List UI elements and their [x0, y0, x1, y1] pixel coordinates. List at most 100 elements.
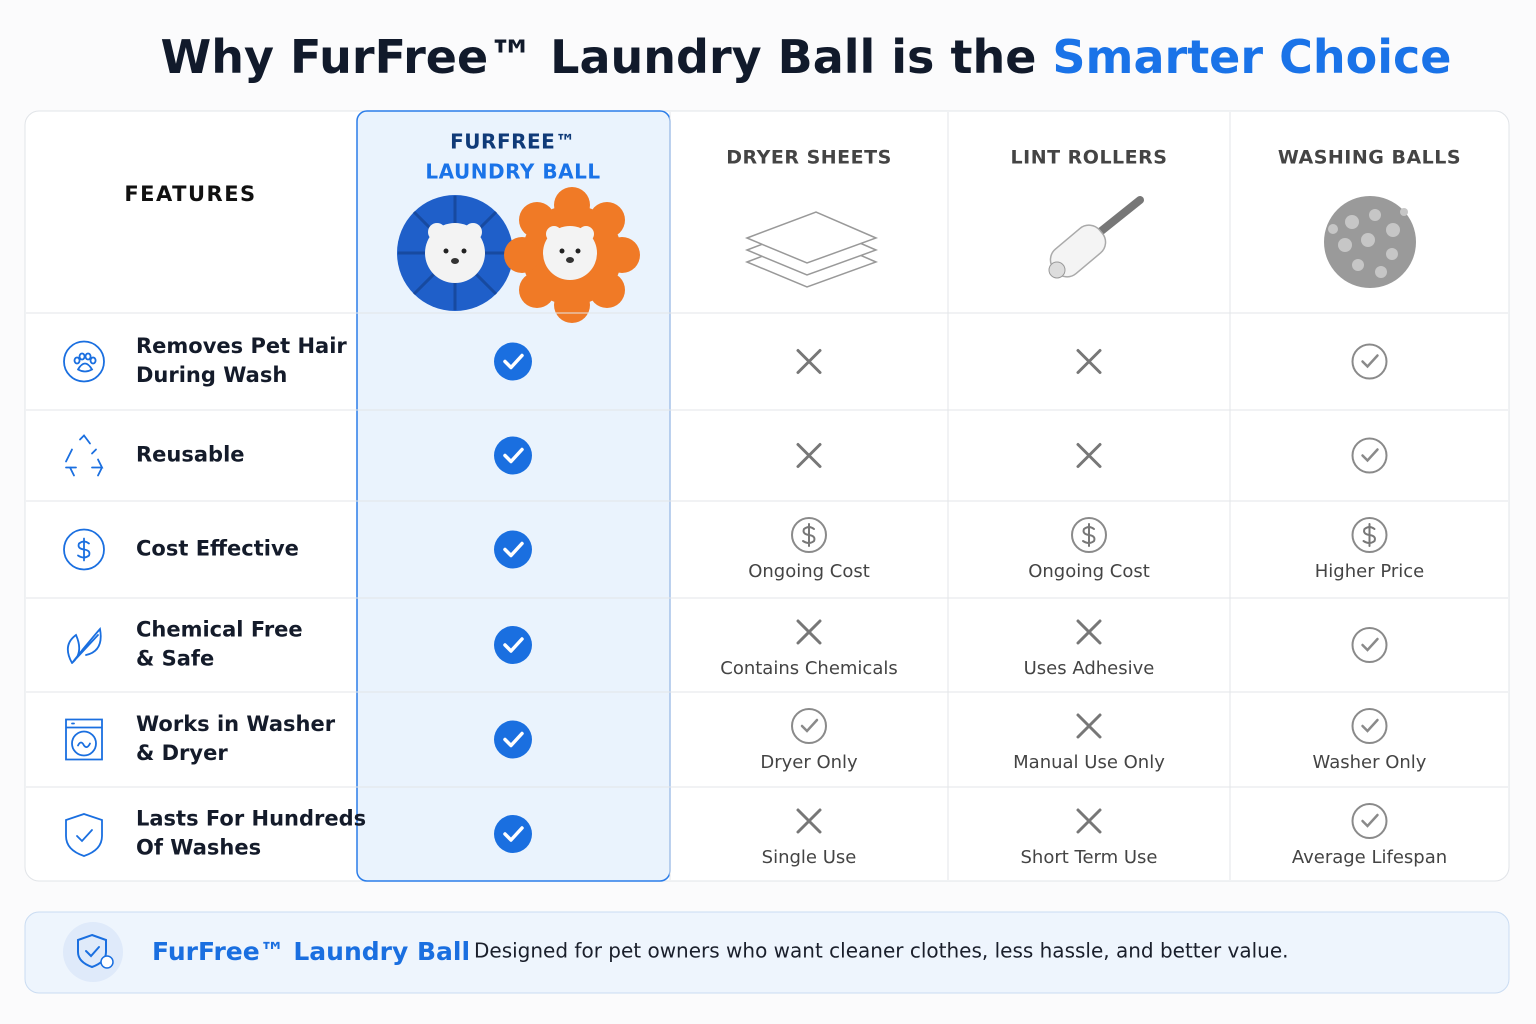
feature-icon — [65, 434, 104, 477]
check-circle — [1351, 708, 1388, 744]
check-circle — [791, 708, 827, 744]
cell-note: Manual Use Only — [1013, 752, 1165, 773]
cell-note: Contains Chemicals — [720, 658, 897, 679]
feature-glyph — [65, 434, 104, 477]
check-mark — [503, 447, 524, 464]
status-icon — [796, 619, 822, 645]
status-icon — [1076, 808, 1102, 834]
column-header: FEATURES — [124, 182, 256, 206]
check-mark — [1361, 637, 1379, 652]
check-circle — [1351, 437, 1388, 474]
status-icon — [1076, 619, 1102, 645]
status-icon — [1351, 627, 1388, 663]
status-icon — [494, 626, 532, 664]
feature-label: & Safe — [136, 647, 214, 671]
footer-icon-bg — [63, 922, 123, 982]
cell-note: Short Term Use — [1020, 847, 1157, 868]
check-mark — [800, 718, 819, 733]
footer-box — [24, 911, 1510, 994]
feature-icon — [65, 813, 103, 857]
footer-brand: FurFree™ Laundry Ball — [152, 937, 470, 966]
footer-icon — [77, 933, 107, 969]
feature-label: & Dryer — [136, 741, 228, 765]
cross-mark — [1076, 443, 1102, 468]
feature-icon — [63, 340, 105, 383]
check-mark — [1361, 448, 1379, 463]
status-icon — [1076, 443, 1102, 468]
status-icon — [791, 517, 827, 553]
status-icon — [494, 436, 532, 475]
status-icon — [1351, 343, 1388, 380]
cross-mark — [796, 349, 822, 374]
check-circle — [494, 815, 532, 853]
column-header: FURFREE™ — [450, 130, 576, 154]
check-circle — [494, 720, 532, 759]
feature-icon — [63, 528, 105, 571]
check-circle — [1351, 627, 1388, 663]
status-icon — [494, 720, 532, 759]
check-mark — [503, 637, 524, 653]
cell-note: Higher Price — [1315, 561, 1424, 582]
check-circle — [494, 436, 532, 475]
cross-mark — [796, 443, 822, 468]
footer-text: Designed for pet owners who want cleaner… — [474, 939, 1289, 963]
column-header: LAUNDRY BALL — [425, 160, 600, 184]
cost-circle — [1351, 517, 1388, 553]
status-icon — [1351, 517, 1388, 553]
status-icon — [1076, 349, 1102, 374]
feature-icon — [65, 718, 103, 761]
feature-icon — [66, 627, 102, 664]
feature-label: Cost Effective — [136, 537, 299, 561]
column-header: WASHING BALLS — [1278, 147, 1461, 169]
status-icon — [1076, 713, 1102, 739]
status-icon — [494, 530, 532, 569]
cost-circle — [791, 517, 827, 553]
footer-icon-badge — [100, 955, 114, 969]
check-mark — [503, 541, 524, 558]
cell-note: Ongoing Cost — [748, 561, 870, 582]
feature-label: Lasts For Hundreds — [136, 807, 366, 831]
cell-note: Ongoing Cost — [1028, 561, 1150, 582]
furfree-balls — [397, 187, 640, 323]
feature-glyph — [65, 718, 103, 761]
feature-label: Removes Pet Hair — [136, 334, 347, 358]
column-header: DRYER SHEETS — [726, 147, 892, 169]
feature-label: During Wash — [136, 363, 287, 387]
status-icon — [494, 342, 532, 381]
check-mark — [1361, 718, 1379, 733]
cross-mark — [1076, 713, 1102, 739]
feature-glyph — [66, 627, 102, 664]
dryer-sheets — [744, 211, 879, 288]
cell-note: Single Use — [762, 847, 857, 868]
check-circle — [1351, 803, 1388, 839]
lint-roller — [1048, 196, 1144, 279]
washing-ball — [1324, 196, 1416, 288]
check-circle — [494, 342, 532, 381]
cross-mark — [796, 619, 822, 645]
cell-note: Average Lifespan — [1292, 847, 1447, 868]
status-icon — [1071, 517, 1107, 553]
status-icon — [1351, 437, 1388, 474]
status-icon — [1351, 803, 1388, 839]
feature-label: Works in Washer — [136, 712, 336, 736]
feature-glyph — [63, 528, 105, 571]
feature-label: Reusable — [136, 443, 245, 467]
cell-note: Uses Adhesive — [1024, 658, 1155, 679]
cell-note: Washer Only — [1313, 752, 1427, 773]
title-highlight: Smarter Choice — [1052, 30, 1451, 84]
cross-mark — [1076, 619, 1102, 645]
cell-note: Dryer Only — [760, 752, 858, 773]
cross-mark — [1076, 349, 1102, 374]
cross-mark — [1076, 808, 1102, 834]
status-icon — [791, 708, 827, 744]
check-circle — [494, 530, 532, 569]
feature-glyph — [63, 340, 105, 383]
check-mark — [503, 731, 524, 748]
status-icon — [796, 349, 822, 374]
title: Why FurFree™ Laundry Ball is the Smarter… — [161, 30, 1452, 84]
cost-circle — [1071, 517, 1107, 553]
check-mark — [503, 826, 524, 842]
status-icon — [796, 443, 822, 468]
